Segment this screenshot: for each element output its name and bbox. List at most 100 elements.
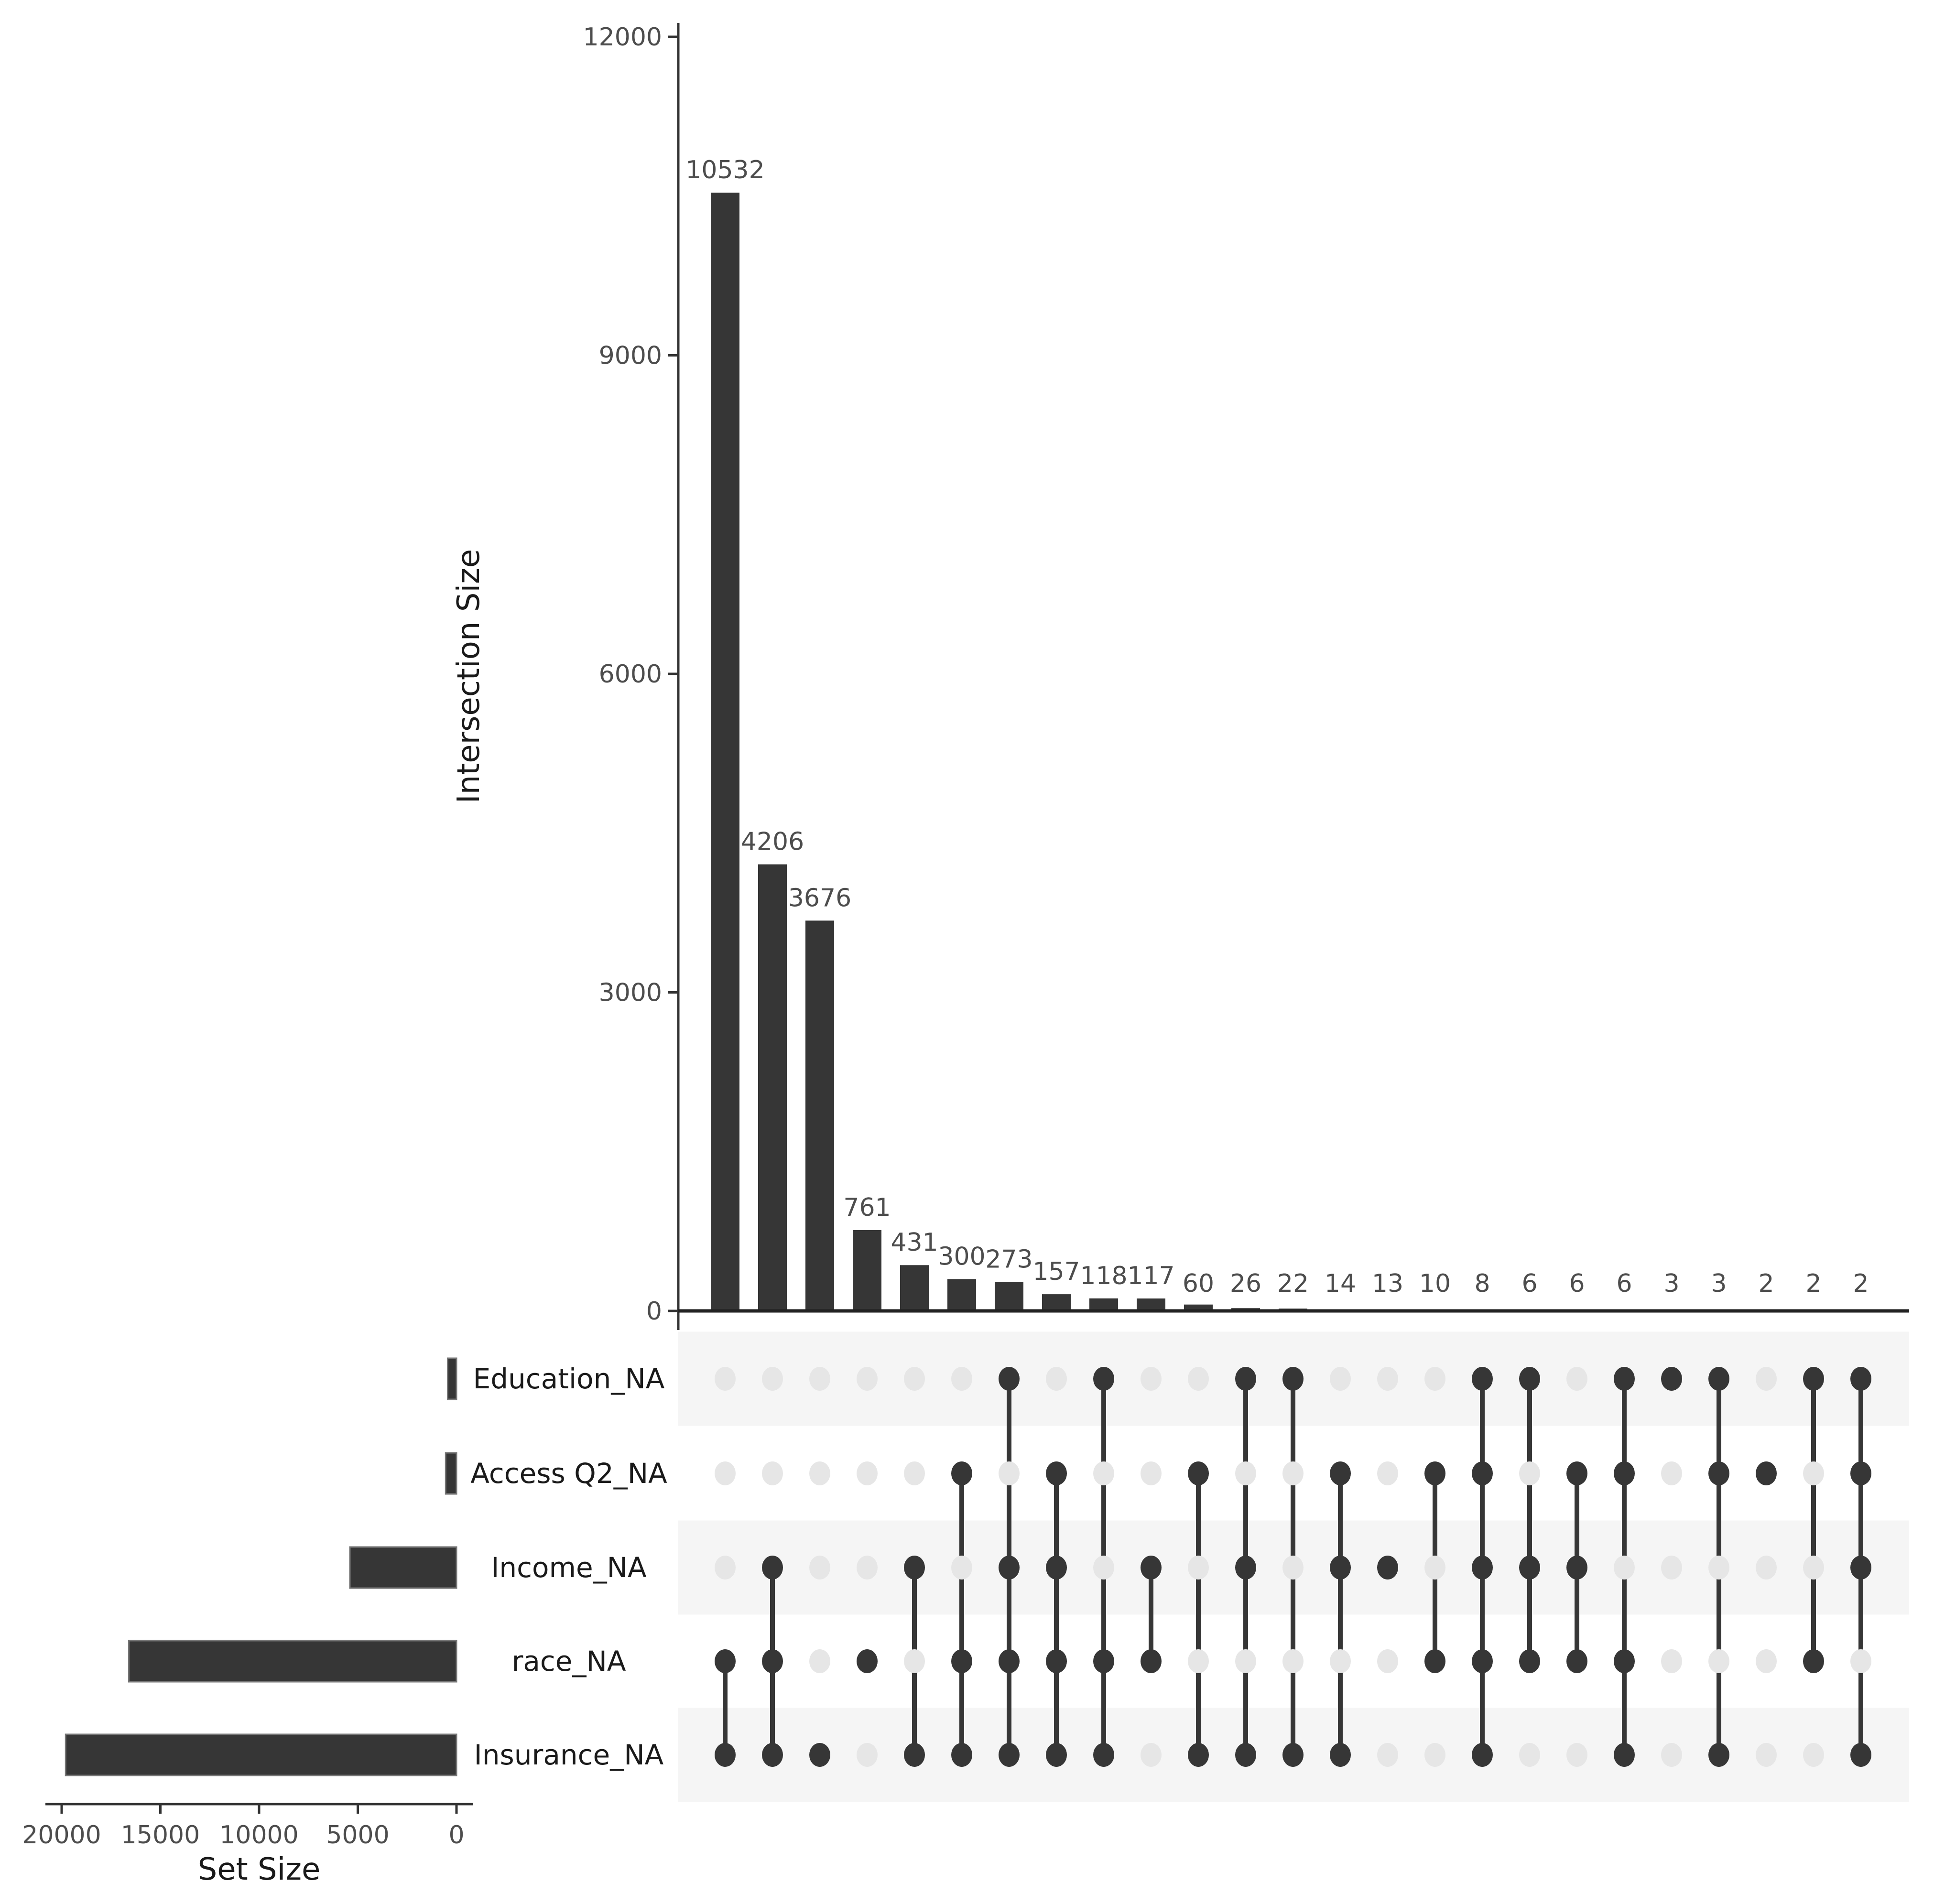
- matrix-dot-active: [1566, 1649, 1587, 1673]
- intersection-bar: [1089, 1298, 1118, 1311]
- set-size-bar: [446, 1357, 457, 1400]
- matrix-dot-inactive: [715, 1367, 736, 1391]
- matrix-dot-inactive: [1756, 1556, 1777, 1579]
- set-size-tick-label: 0: [448, 1821, 464, 1850]
- intersection-matrix: [715, 1367, 1871, 1767]
- matrix-dot-active: [1519, 1649, 1540, 1673]
- intersection-size-label: 118: [1080, 1262, 1127, 1290]
- intersection-size-axis: 0 3000 6000 9000 12000 Intersection Size: [451, 23, 1909, 1330]
- set-size-tick-label: 15000: [121, 1821, 200, 1850]
- matrix-dot-active: [1614, 1367, 1635, 1391]
- matrix-dot-active: [1377, 1556, 1398, 1579]
- matrix-dot-active: [1850, 1461, 1871, 1485]
- set-size-axis-title: Set Size: [198, 1852, 321, 1887]
- matrix-dot-active: [999, 1743, 1020, 1767]
- intersection-size-label: 431: [891, 1228, 938, 1257]
- matrix-dot-inactive: [1756, 1649, 1777, 1673]
- matrix-dot-active: [1614, 1649, 1635, 1673]
- intersection-bar: [995, 1282, 1023, 1311]
- matrix-dot-active: [1235, 1367, 1256, 1391]
- set-name-label: Insurance_NA: [474, 1739, 664, 1771]
- intersection-size-label: 761: [843, 1193, 891, 1222]
- intersection-size-label: 26: [1230, 1269, 1261, 1298]
- intersection-bar: [853, 1230, 881, 1311]
- matrix-dot-active: [1803, 1367, 1824, 1391]
- set-size-tick-label: 5000: [326, 1821, 389, 1850]
- set-size-bar: [128, 1640, 457, 1683]
- matrix-dot-inactive: [951, 1556, 972, 1579]
- matrix-dot-inactive: [1377, 1367, 1398, 1391]
- intersection-size-label: 8: [1474, 1269, 1490, 1298]
- y-tick-label: 3000: [599, 979, 662, 1007]
- matrix-dot-inactive: [1377, 1743, 1398, 1767]
- matrix-dot-inactive: [1424, 1743, 1445, 1767]
- intersection-bar: [805, 920, 834, 1311]
- intersection-bar: [758, 864, 787, 1311]
- matrix-dot-active: [1708, 1743, 1729, 1767]
- intersection-size-label: 60: [1183, 1269, 1214, 1298]
- matrix-dot-inactive: [715, 1556, 736, 1579]
- set-size-bar: [349, 1546, 457, 1589]
- set-size-bar: [445, 1452, 457, 1495]
- matrix-dot-inactive: [1235, 1461, 1256, 1485]
- intersection-size-label: 157: [1032, 1257, 1080, 1286]
- set-name-label: Education_NA: [473, 1363, 665, 1395]
- matrix-dot-inactive: [1188, 1367, 1209, 1391]
- intersection-bar: [711, 193, 739, 1311]
- matrix-dot-active: [715, 1649, 736, 1673]
- intersection-size-label: 4206: [741, 828, 804, 856]
- matrix-dot-active: [999, 1649, 1020, 1673]
- matrix-dot-inactive: [1093, 1461, 1114, 1485]
- intersection-size-label: 2: [1805, 1269, 1821, 1298]
- matrix-dot-active: [1046, 1649, 1067, 1673]
- matrix-dot-active: [715, 1743, 736, 1767]
- matrix-dot-active: [762, 1743, 783, 1767]
- set-size-axis: 20000 15000 10000 5000 0 Set Size: [22, 1803, 473, 1887]
- matrix-dot-active: [1235, 1743, 1256, 1767]
- matrix-dot-active: [904, 1556, 925, 1579]
- set-name-labels: Education_NA Access Q2_NA Income_NA race_NA…: [470, 1363, 667, 1771]
- matrix-dot-inactive: [951, 1367, 972, 1391]
- matrix-dot-active: [1614, 1743, 1635, 1767]
- matrix-dot-inactive: [762, 1461, 783, 1485]
- matrix-dot-inactive: [1519, 1743, 1540, 1767]
- matrix-dot-inactive: [904, 1649, 925, 1673]
- matrix-dot-active: [1708, 1367, 1729, 1391]
- y-tick-label: 12000: [583, 23, 662, 52]
- matrix-dot-active: [1235, 1556, 1256, 1579]
- matrix-dot-active: [951, 1743, 972, 1767]
- matrix-dot-active: [1850, 1367, 1871, 1391]
- set-size-tick-label: 20000: [22, 1821, 101, 1850]
- matrix-dot-inactive: [1661, 1743, 1682, 1767]
- matrix-dot-inactive: [1377, 1461, 1398, 1485]
- intersection-size-label: 3: [1711, 1269, 1727, 1298]
- matrix-dot-inactive: [857, 1556, 878, 1579]
- matrix-dot-inactive: [904, 1367, 925, 1391]
- matrix-dot-inactive: [1850, 1649, 1871, 1673]
- matrix-dot-active: [762, 1649, 783, 1673]
- matrix-dot-active: [1093, 1649, 1114, 1673]
- matrix-dot-active: [1424, 1649, 1445, 1673]
- matrix-dot-active: [1330, 1556, 1351, 1579]
- matrix-dot-active: [1093, 1743, 1114, 1767]
- matrix-dot-active: [1472, 1556, 1493, 1579]
- matrix-dot-inactive: [1566, 1743, 1587, 1767]
- matrix-dot-inactive: [1330, 1367, 1351, 1391]
- matrix-dot-active: [1424, 1461, 1445, 1485]
- matrix-dot-active: [1850, 1556, 1871, 1579]
- matrix-dot-inactive: [1708, 1649, 1729, 1673]
- matrix-dot-inactive: [1282, 1461, 1304, 1485]
- matrix-dot-active: [1093, 1367, 1114, 1391]
- matrix-dot-inactive: [809, 1461, 830, 1485]
- matrix-dot-inactive: [1424, 1367, 1445, 1391]
- matrix-dot-inactive: [809, 1649, 830, 1673]
- intersection-size-label: 3676: [788, 884, 851, 912]
- matrix-dot-active: [1756, 1461, 1777, 1485]
- intersection-size-label: 117: [1127, 1262, 1174, 1290]
- intersection-size-label: 6: [1521, 1269, 1537, 1298]
- matrix-dot-inactive: [904, 1461, 925, 1485]
- matrix-dot-inactive: [1519, 1461, 1540, 1485]
- matrix-dot-inactive: [1424, 1556, 1445, 1579]
- matrix-dot-active: [1282, 1743, 1304, 1767]
